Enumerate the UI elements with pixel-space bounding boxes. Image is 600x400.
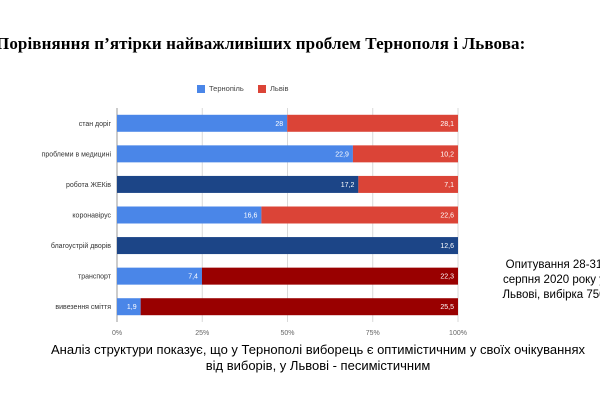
data-label: 22,6 xyxy=(440,213,454,220)
category-label: робота ЖЕКів xyxy=(66,181,111,189)
bar-lviv xyxy=(287,114,458,132)
category-label: стан доріг xyxy=(79,120,112,128)
x-tick-label: 25% xyxy=(195,330,209,337)
bar-lviv xyxy=(140,298,458,316)
bar-ternopil xyxy=(117,206,262,224)
bar-ternopil xyxy=(117,298,141,316)
bar-ternopil xyxy=(117,114,288,132)
category-label: вивезення сміття xyxy=(55,303,111,311)
data-label: 12,6 xyxy=(440,243,454,250)
bar-chart: 0% 25% 50% 75% 100% стан доріг 28 28,1 проблеми … xyxy=(42,108,467,337)
x-tick-label: 100% xyxy=(449,330,467,337)
data-label: 25,5 xyxy=(440,304,454,311)
chart-legend: Тернопіль Львів xyxy=(0,84,600,98)
data-label: 1,9 xyxy=(127,304,137,311)
data-label: 22,9 xyxy=(335,151,349,158)
legend-label-ternopil: Тернопіль xyxy=(209,84,244,93)
bar-ternopil xyxy=(117,267,202,285)
x-tick-label: 50% xyxy=(280,330,294,337)
analysis-caption: Аналіз структури показує, що у Тернополі… xyxy=(50,342,586,373)
legend-item-lviv: Львів xyxy=(258,84,288,93)
data-label: 16,6 xyxy=(244,213,258,220)
legend-label-lviv: Львів xyxy=(270,84,289,93)
data-label: 22,3 xyxy=(440,274,454,281)
bar-lviv xyxy=(358,175,458,193)
bar-ternopil xyxy=(117,145,353,163)
bar-ternopil xyxy=(117,175,359,193)
survey-note: Опитування 28-31 серпня 2020 року у Льво… xyxy=(502,259,600,301)
category-label: проблеми в медицині xyxy=(42,150,112,158)
data-label: 10,2 xyxy=(440,151,454,158)
legend-swatch-ternopil xyxy=(197,84,205,93)
bar-lviv xyxy=(261,206,458,224)
bar-lviv xyxy=(352,145,458,163)
data-label: 28,1 xyxy=(440,121,454,128)
page-title: Порівняння п’ятірки найважливіших пробле… xyxy=(0,34,526,53)
category-label: коронавірус xyxy=(72,212,111,220)
x-tick-label: 75% xyxy=(366,330,380,337)
data-label: 7,4 xyxy=(188,274,198,281)
legend-swatch-lviv xyxy=(258,84,266,93)
data-label: 17,2 xyxy=(341,182,355,189)
data-label: 28 xyxy=(275,121,283,128)
category-label: транспорт xyxy=(78,274,112,281)
bar-lviv xyxy=(117,237,458,255)
data-label: 7,1 xyxy=(444,182,454,189)
bar-lviv xyxy=(201,267,459,285)
legend-item-ternopil: Тернопіль xyxy=(197,84,244,93)
category-label: благоустрій дворів xyxy=(51,242,111,250)
x-tick-label: 0% xyxy=(112,330,122,337)
